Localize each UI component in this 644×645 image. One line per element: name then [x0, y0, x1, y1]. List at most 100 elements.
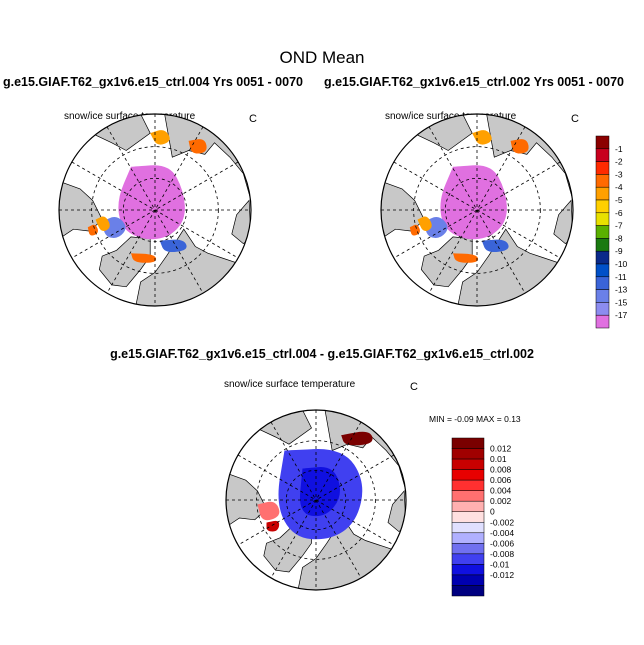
absolute-colorbar-box: [595, 161, 610, 175]
run-a-title: g.e15.GIAF.T62_gx1v6.e15_ctrl.004 Yrs 00…: [3, 75, 303, 89]
difference-colorbar-box: [451, 458, 485, 470]
left-panel-units: C: [249, 113, 257, 125]
difference-colorbar-label: -0.012: [490, 570, 514, 580]
absolute-colorbar-label: -6: [615, 208, 623, 218]
difference-colorbar-label: 0.006: [490, 475, 512, 485]
absolute-colorbar-box: [595, 263, 610, 278]
left-ice-edge-warm: [95, 216, 110, 232]
left-map: [58, 113, 252, 307]
difference-colorbar-label: 0.012: [490, 444, 512, 454]
difference-colorbar-box: [451, 585, 485, 597]
difference-colorbar-box: [451, 564, 485, 576]
absolute-colorbar-label: -4: [615, 182, 623, 192]
difference-colorbar-box: [451, 479, 485, 491]
right-ice-edge-canada: [481, 239, 509, 253]
absolute-colorbar-label: -13: [615, 285, 628, 295]
left-meridian-5: [71, 161, 239, 259]
absolute-colorbar-label: -7: [615, 221, 623, 231]
difference-colorbar-label: 0: [490, 507, 495, 517]
absolute-colorbar-box: [595, 135, 610, 150]
difference-colorbar-box: [451, 469, 485, 481]
difference-colorbar-box: [451, 574, 485, 586]
right-meridian-5: [393, 161, 561, 259]
absolute-colorbar-box: [595, 186, 610, 201]
absolute-colorbar-label: -3: [615, 169, 623, 179]
absolute-colorbar-label: -1: [615, 144, 623, 154]
absolute-colorbar: -1 -2 -3 -4 -5 -6 -7 -8 -9 -10 -11 -13 -15 -17: [595, 135, 628, 329]
right-ice-edge-barents: [510, 139, 529, 154]
difference-colorbar-label: 0.004: [490, 486, 512, 496]
absolute-colorbar-box: [595, 238, 610, 252]
difference-title: g.e15.GIAF.T62_gx1v6.e15_ctrl.004 - g.e1…: [110, 347, 534, 361]
right-map: [380, 113, 574, 307]
left-map-body: [59, 114, 251, 306]
left-panel-variable-label: snow/ice surface temperature: [64, 111, 196, 122]
right-ice-core: [440, 165, 507, 240]
difference-colorbar-box: [451, 448, 485, 460]
diff-map-body: [226, 410, 406, 590]
difference-colorbar-box: [451, 543, 485, 555]
absolute-colorbar-label: -15: [615, 297, 628, 307]
difference-colorbar-label: -0.008: [490, 549, 514, 559]
left-map-border: [58, 113, 252, 307]
diff-map-border: [225, 409, 407, 591]
difference-colorbar-label: 0.01: [490, 454, 507, 464]
right-land-4: [381, 180, 425, 240]
right-ice-edge-orange: [409, 224, 420, 236]
difference-colorbar-label: -0.01: [490, 559, 510, 569]
absolute-colorbar-box: [595, 225, 610, 239]
left-ice-edge-barents: [188, 139, 207, 154]
difference-colorbar-label: -0.006: [490, 538, 514, 548]
diff-map: [225, 409, 407, 591]
difference-colorbar-label: 0.002: [490, 496, 512, 506]
left-land-4: [59, 180, 103, 240]
diff-diff-pos2: [266, 520, 280, 532]
diff-panel-units: C: [410, 381, 418, 393]
diff-meridian-5: [237, 454, 395, 546]
absolute-colorbar-box: [595, 289, 610, 303]
difference-colorbar-label: 0.008: [490, 465, 512, 475]
absolute-colorbar-label: -11: [615, 272, 627, 282]
absolute-colorbar-label: -5: [615, 195, 623, 205]
run-b-title: g.e15.GIAF.T62_gx1v6.e15_ctrl.002 Yrs 00…: [324, 75, 624, 89]
diff-min-max-label: MIN = -0.09 MAX = 0.13: [429, 414, 521, 424]
absolute-colorbar-box: [595, 250, 610, 265]
left-ice-edge-baffin: [131, 253, 157, 263]
absolute-colorbar-label: -17: [615, 310, 628, 320]
difference-colorbar-box: [451, 532, 485, 544]
difference-colorbar-box: [451, 511, 485, 523]
absolute-colorbar-box: [595, 199, 610, 214]
right-ice-edge-baffin: [453, 253, 479, 263]
right-panel-variable-label: snow/ice surface temperature: [385, 111, 517, 122]
diff-diff-pos: [257, 501, 280, 521]
absolute-colorbar-box: [595, 212, 610, 226]
difference-colorbar: 0.0120.010.0080.0060.0040.0020-0.002-0.0…: [451, 437, 514, 597]
right-map-body: [381, 114, 573, 306]
diff-diff-hot: [341, 431, 373, 446]
difference-colorbar-box: [451, 553, 485, 565]
absolute-colorbar-box: [595, 174, 610, 188]
right-map-border: [380, 113, 574, 307]
left-ice-edge-orange: [87, 224, 98, 236]
right-ice-edge-warm: [417, 216, 432, 232]
absolute-colorbar-box: [595, 276, 610, 290]
absolute-colorbar-box: [595, 314, 610, 329]
figure-title: OND Mean: [279, 48, 365, 67]
diff-panel-variable-label: snow/ice surface temperature: [224, 379, 356, 390]
absolute-colorbar-box: [595, 148, 610, 162]
absolute-colorbar-label: -8: [615, 233, 623, 243]
difference-colorbar-box: [451, 500, 485, 512]
difference-colorbar-label: -0.004: [490, 528, 514, 538]
difference-colorbar-box: [451, 490, 485, 502]
difference-colorbar-box: [451, 437, 485, 449]
right-panel-units: C: [571, 113, 579, 125]
difference-colorbar-box: [451, 522, 485, 534]
absolute-colorbar-label: -9: [615, 246, 623, 256]
absolute-colorbar-box: [595, 302, 610, 316]
left-ice-core: [118, 165, 185, 240]
left-ice-edge-canada: [159, 239, 187, 253]
difference-colorbar-label: -0.002: [490, 517, 514, 527]
absolute-colorbar-label: -2: [615, 157, 623, 167]
absolute-colorbar-label: -10: [615, 259, 628, 269]
